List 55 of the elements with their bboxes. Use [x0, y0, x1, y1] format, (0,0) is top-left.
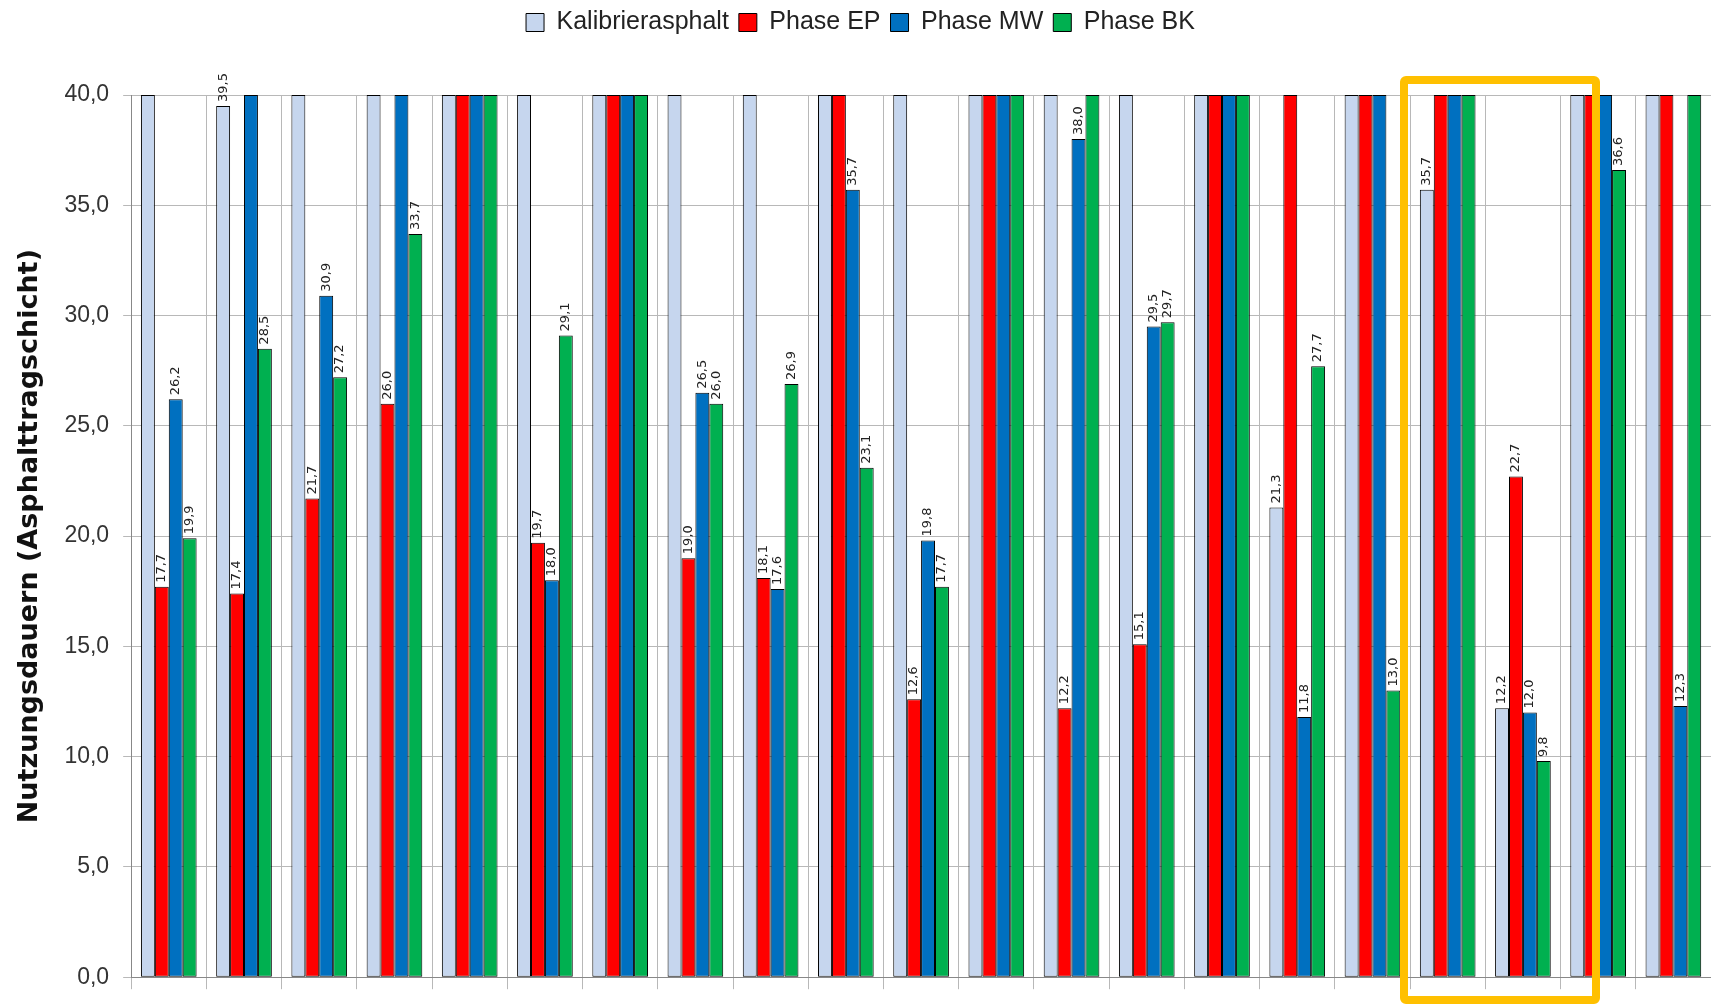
data-label: 26,2 [167, 366, 183, 396]
data-label: 19,8 [919, 507, 935, 537]
data-label: 30,9 [317, 262, 333, 292]
data-label: 35,7 [844, 156, 860, 186]
data-label: 26,0 [707, 370, 723, 400]
data-label: 26,9 [782, 350, 798, 380]
data-label: 27,2 [331, 344, 347, 374]
data-label: 29,5 [1145, 293, 1161, 323]
data-label: 17,4 [228, 560, 244, 590]
y-tick-label: 5,0 [77, 852, 110, 879]
data-label: 9,8 [1535, 736, 1551, 758]
data-label: 11,8 [1295, 684, 1311, 713]
data-label: 18,1 [755, 545, 771, 574]
data-label: 23,1 [858, 434, 874, 464]
data-label: 12,3 [1671, 672, 1687, 702]
data-label: 35,7 [1418, 156, 1434, 186]
data-label: 36,6 [1610, 137, 1626, 166]
legend-label: Phase EP [769, 6, 881, 35]
data-label: 12,6 [905, 666, 921, 696]
y-tick-label: 10,0 [64, 741, 110, 768]
data-label: 17,6 [768, 556, 784, 586]
y-tick-label: 0,0 [77, 962, 110, 989]
data-label: 22,7 [1507, 443, 1523, 473]
y-tick-label: 15,0 [64, 631, 110, 658]
data-label: 17,7 [933, 553, 949, 583]
data-label: 27,7 [1309, 333, 1325, 363]
y-axis-title: Nutzungsdauern (Asphalttragschicht) [12, 248, 44, 824]
data-label: 12,0 [1521, 679, 1537, 709]
y-tick-label: 25,0 [64, 411, 110, 438]
data-label: 29,7 [1159, 289, 1175, 319]
data-label: 15,1 [1131, 611, 1147, 641]
data-label: 38,0 [1069, 106, 1085, 136]
data-label: 26,5 [693, 359, 709, 389]
data-label: 28,5 [256, 315, 272, 345]
data-label: 29,1 [557, 302, 573, 332]
data-label: 17,7 [153, 553, 169, 583]
data-label: 12,2 [1493, 675, 1509, 705]
y-tick-label: 30,0 [64, 300, 110, 327]
data-label: 39,5 [214, 73, 230, 103]
y-tick-label: 35,0 [64, 190, 110, 217]
data-label: 12,2 [1055, 675, 1071, 705]
legend-label: Kalibrierasphalt [556, 6, 729, 35]
data-label: 21,7 [303, 465, 319, 495]
data-label: 33,7 [406, 200, 422, 230]
data-label: 18,0 [543, 547, 559, 577]
data-label: 26,0 [378, 370, 394, 400]
data-label: 19,9 [181, 505, 197, 535]
legend-label: Phase BK [1083, 6, 1196, 35]
data-label: 13,0 [1384, 657, 1400, 687]
data-label: 19,7 [529, 509, 545, 539]
y-tick-label: 20,0 [64, 521, 110, 548]
y-tick-label: 40,0 [64, 80, 110, 107]
legend-label: Phase MW [921, 6, 1044, 35]
data-label: 21,3 [1267, 474, 1283, 504]
data-label: 19,0 [679, 525, 695, 555]
